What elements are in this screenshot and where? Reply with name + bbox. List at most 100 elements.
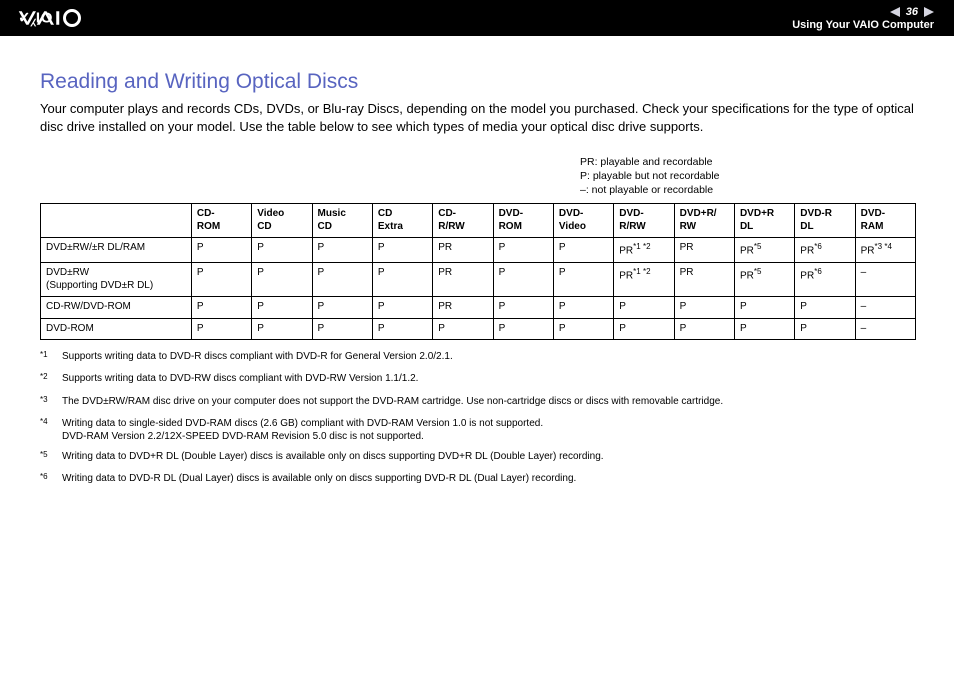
table-cell: P bbox=[614, 318, 674, 340]
table-cell: P bbox=[553, 238, 613, 263]
column-header: CD-ROM bbox=[191, 204, 251, 238]
section-label: Using Your VAIO Computer bbox=[792, 19, 934, 31]
table-cell: PR bbox=[433, 263, 493, 297]
footnote-text: Writing data to DVD-R DL (Dual Layer) di… bbox=[62, 472, 914, 487]
row-label: DVD±RW(Supporting DVD±R DL) bbox=[41, 263, 192, 297]
table-cell: PR*3 *4 bbox=[855, 238, 915, 263]
table-cell: P bbox=[553, 297, 613, 319]
row-label: DVD-ROM bbox=[41, 318, 192, 340]
header-bar: ✓⁁IO 36 Using Your VAIO Computer bbox=[0, 0, 954, 36]
table-cell: P bbox=[493, 238, 553, 263]
table-cell: P bbox=[191, 263, 251, 297]
column-header: CDExtra bbox=[372, 204, 432, 238]
column-header: DVD-ROM bbox=[493, 204, 553, 238]
legend: PR: playable and recordable P: playable … bbox=[580, 156, 914, 197]
footnote-marker: *6 bbox=[40, 472, 62, 487]
table-cell: PR bbox=[433, 238, 493, 263]
footnote-marker: *5 bbox=[40, 450, 62, 465]
table-cell: P bbox=[795, 318, 855, 340]
table-cell: P bbox=[191, 318, 251, 340]
table-cell: P bbox=[734, 318, 794, 340]
row-label: DVD±RW/±R DL/RAM bbox=[41, 238, 192, 263]
table-cell: P bbox=[191, 238, 251, 263]
footnote: *5Writing data to DVD+R DL (Double Layer… bbox=[40, 450, 914, 465]
table-cell: P bbox=[252, 297, 312, 319]
footnote-text: Writing data to DVD+R DL (Double Layer) … bbox=[62, 450, 914, 465]
table-cell: P bbox=[795, 297, 855, 319]
table-cell: P bbox=[493, 297, 553, 319]
footnote: *2Supports writing data to DVD-RW discs … bbox=[40, 372, 914, 387]
column-header: CD-R/RW bbox=[433, 204, 493, 238]
footnote: *3The DVD±RW/RAM disc drive on your comp… bbox=[40, 395, 914, 410]
table-cell: P bbox=[372, 297, 432, 319]
legend-line: –: not playable or recordable bbox=[580, 184, 914, 198]
footnote: *1Supports writing data to DVD-R discs c… bbox=[40, 350, 914, 365]
table-cell: PR*1 *2 bbox=[614, 238, 674, 263]
prev-page-icon[interactable] bbox=[890, 7, 900, 17]
page-nav: 36 bbox=[890, 6, 934, 18]
page-heading: Reading and Writing Optical Discs bbox=[40, 70, 914, 94]
footnote: *6Writing data to DVD-R DL (Dual Layer) … bbox=[40, 472, 914, 487]
footnote: *4Writing data to single-sided DVD-RAM d… bbox=[40, 417, 914, 443]
table-corner bbox=[41, 204, 192, 238]
column-header: DVD-R/RW bbox=[614, 204, 674, 238]
footnote-marker: *2 bbox=[40, 372, 62, 387]
column-header: DVD-Video bbox=[553, 204, 613, 238]
table-cell: P bbox=[493, 263, 553, 297]
table-cell: P bbox=[312, 297, 372, 319]
legend-line: PR: playable and recordable bbox=[580, 156, 914, 170]
header-right: 36 Using Your VAIO Computer bbox=[792, 6, 934, 31]
table-cell: PR*1 *2 bbox=[614, 263, 674, 297]
table-cell: P bbox=[433, 318, 493, 340]
next-page-icon[interactable] bbox=[924, 7, 934, 17]
table-cell: PR bbox=[674, 238, 734, 263]
table-cell: PR*6 bbox=[795, 238, 855, 263]
table-cell: – bbox=[855, 297, 915, 319]
column-header: VideoCD bbox=[252, 204, 312, 238]
table-row: DVD±RW/±R DL/RAMPPPPPRPPPR*1 *2PRPR*5PR*… bbox=[41, 238, 916, 263]
row-label: CD-RW/DVD-ROM bbox=[41, 297, 192, 319]
compat-table: CD-ROMVideoCDMusicCDCDExtraCD-R/RWDVD-RO… bbox=[40, 203, 916, 340]
column-header: DVD+R/RW bbox=[674, 204, 734, 238]
footnote-marker: *3 bbox=[40, 395, 62, 410]
table-cell: P bbox=[191, 297, 251, 319]
column-header: DVD-RDL bbox=[795, 204, 855, 238]
footnote-text: Supports writing data to DVD-RW discs co… bbox=[62, 372, 914, 387]
table-cell: P bbox=[372, 318, 432, 340]
intro-paragraph: Your computer plays and records CDs, DVD… bbox=[40, 100, 914, 136]
table-cell: PR*6 bbox=[795, 263, 855, 297]
footnotes: *1Supports writing data to DVD-R discs c… bbox=[40, 350, 914, 488]
table-row: DVD-ROMPPPPPPPPPPP– bbox=[41, 318, 916, 340]
table-cell: – bbox=[855, 263, 915, 297]
table-cell: P bbox=[614, 297, 674, 319]
table-cell: P bbox=[553, 318, 613, 340]
page-number: 36 bbox=[906, 6, 918, 18]
footnote-text: Supports writing data to DVD-R discs com… bbox=[62, 350, 914, 365]
column-header: DVD-RAM bbox=[855, 204, 915, 238]
vaio-logo: ✓⁁IO bbox=[18, 9, 108, 27]
table-cell: P bbox=[312, 318, 372, 340]
table-cell: PR*5 bbox=[734, 238, 794, 263]
table-cell: PR*5 bbox=[734, 263, 794, 297]
table-cell: P bbox=[553, 263, 613, 297]
footnote-text: The DVD±RW/RAM disc drive on your comput… bbox=[62, 395, 914, 410]
table-cell: P bbox=[674, 318, 734, 340]
column-header: MusicCD bbox=[312, 204, 372, 238]
table-cell: P bbox=[372, 263, 432, 297]
page-content: Reading and Writing Optical Discs Your c… bbox=[0, 36, 954, 488]
table-cell: P bbox=[252, 318, 312, 340]
table-row: CD-RW/DVD-ROMPPPPPRPPPPPP– bbox=[41, 297, 916, 319]
table-row: DVD±RW(Supporting DVD±R DL)PPPPPRPPPR*1 … bbox=[41, 263, 916, 297]
table-cell: P bbox=[734, 297, 794, 319]
table-cell: PR bbox=[674, 263, 734, 297]
footnote-marker: *1 bbox=[40, 350, 62, 365]
table-cell: P bbox=[252, 238, 312, 263]
table-cell: – bbox=[855, 318, 915, 340]
table-cell: PR bbox=[433, 297, 493, 319]
table-cell: P bbox=[252, 263, 312, 297]
footnote-text: Writing data to single-sided DVD-RAM dis… bbox=[62, 417, 914, 443]
table-cell: P bbox=[312, 263, 372, 297]
footnote-marker: *4 bbox=[40, 417, 62, 443]
column-header: DVD+RDL bbox=[734, 204, 794, 238]
legend-line: P: playable but not recordable bbox=[580, 170, 914, 184]
